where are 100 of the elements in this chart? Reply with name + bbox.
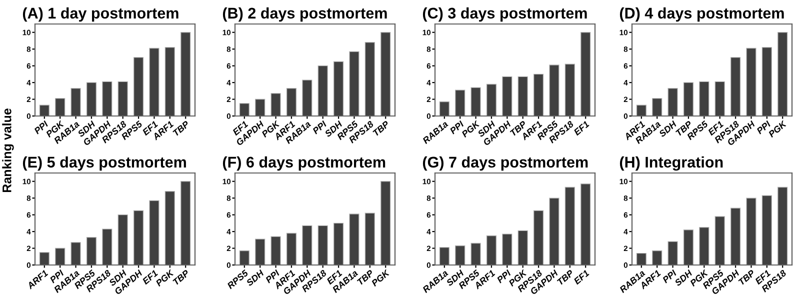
bar xyxy=(778,186,788,265)
chart-title: (E) 5 days postmortem xyxy=(22,156,186,171)
bar xyxy=(470,87,481,116)
bar xyxy=(164,47,175,116)
x-tick-label: TBP xyxy=(738,269,756,286)
bar xyxy=(70,242,81,265)
bar xyxy=(164,191,175,265)
bar xyxy=(778,32,788,116)
bar xyxy=(333,61,344,116)
bar xyxy=(255,238,266,265)
x-tick-label: PPI xyxy=(34,120,49,134)
bar xyxy=(486,235,497,265)
x-tick-label: PPI xyxy=(662,269,678,284)
bar xyxy=(102,81,112,116)
bar xyxy=(380,181,391,265)
bar xyxy=(668,241,678,265)
x-tick-label: PPI xyxy=(756,120,772,134)
bar xyxy=(439,101,450,116)
bar xyxy=(714,81,725,116)
bar xyxy=(39,252,50,265)
bar xyxy=(302,225,312,265)
bar xyxy=(86,237,97,265)
bar xyxy=(39,104,50,116)
bar xyxy=(549,198,560,265)
bar xyxy=(533,74,544,116)
chart-title: (A) 1 day postmortem xyxy=(22,7,178,22)
x-tick-label: EF1 xyxy=(573,120,590,136)
chart-title: (B) 2 days postmortem xyxy=(222,7,387,22)
x-tick-label: TBP xyxy=(372,120,390,136)
bar xyxy=(364,212,375,265)
chart-title: (C) 3 days postmortem xyxy=(422,7,587,22)
bar xyxy=(502,234,512,265)
bar xyxy=(455,245,466,265)
bar xyxy=(239,250,250,265)
x-tick-label: PPI xyxy=(449,120,464,134)
x-tick-label: EF1 xyxy=(573,270,590,285)
bar xyxy=(580,184,591,265)
bar xyxy=(636,104,646,116)
bar xyxy=(762,47,772,116)
bar xyxy=(286,88,297,116)
bar xyxy=(102,228,112,265)
bar xyxy=(746,48,756,116)
bar xyxy=(636,252,646,265)
y-axis-title: Ranking value xyxy=(2,108,14,192)
bar xyxy=(318,225,328,265)
bar xyxy=(180,181,191,265)
bar xyxy=(549,64,560,116)
bar xyxy=(439,247,450,265)
bar xyxy=(149,200,160,265)
bar xyxy=(349,214,360,265)
bar xyxy=(133,210,144,265)
bar xyxy=(714,216,725,265)
x-tick-label: PPI xyxy=(496,269,512,284)
bar xyxy=(564,186,575,265)
bar xyxy=(683,230,694,265)
bar xyxy=(239,103,250,116)
bar xyxy=(255,98,266,116)
bar xyxy=(518,76,528,116)
bar xyxy=(683,82,694,116)
bar xyxy=(55,248,66,265)
bar xyxy=(652,250,662,265)
bar xyxy=(149,48,160,116)
bar xyxy=(699,227,710,265)
bar xyxy=(349,51,360,116)
bar xyxy=(518,230,528,265)
x-tick-label: PPI xyxy=(312,120,328,134)
x-tick-label: TBP xyxy=(172,269,190,286)
bar xyxy=(270,236,281,265)
x-tick-label: TBP xyxy=(172,120,190,136)
bar xyxy=(699,81,710,116)
bar xyxy=(318,65,328,116)
bar xyxy=(564,64,575,116)
chart-title: (D) 4 days postmortem xyxy=(620,7,784,22)
bar xyxy=(380,32,391,116)
bar xyxy=(533,210,544,265)
bar xyxy=(652,98,662,116)
bar xyxy=(580,32,591,116)
bar xyxy=(762,195,772,265)
bar xyxy=(730,57,741,116)
bar xyxy=(364,42,375,116)
chart-title: (H) Integration xyxy=(620,156,723,171)
x-tick-label: EF1 xyxy=(142,270,158,285)
bar xyxy=(668,88,678,116)
bar xyxy=(118,214,128,265)
chart-title: (F) 6 days postmortem xyxy=(222,156,386,171)
bar xyxy=(133,57,144,116)
bar xyxy=(70,88,81,116)
bar xyxy=(486,84,497,116)
bar xyxy=(333,222,344,265)
chart-title: (G) 7 days postmortem xyxy=(422,156,588,171)
bar xyxy=(180,32,191,116)
bar xyxy=(502,76,512,116)
bar xyxy=(730,208,741,265)
bar xyxy=(746,198,756,265)
bar xyxy=(302,80,312,116)
bar xyxy=(455,90,466,116)
x-tick-label: TBP xyxy=(556,269,574,286)
bar xyxy=(118,81,128,116)
bar xyxy=(86,82,97,116)
bar xyxy=(55,98,66,116)
